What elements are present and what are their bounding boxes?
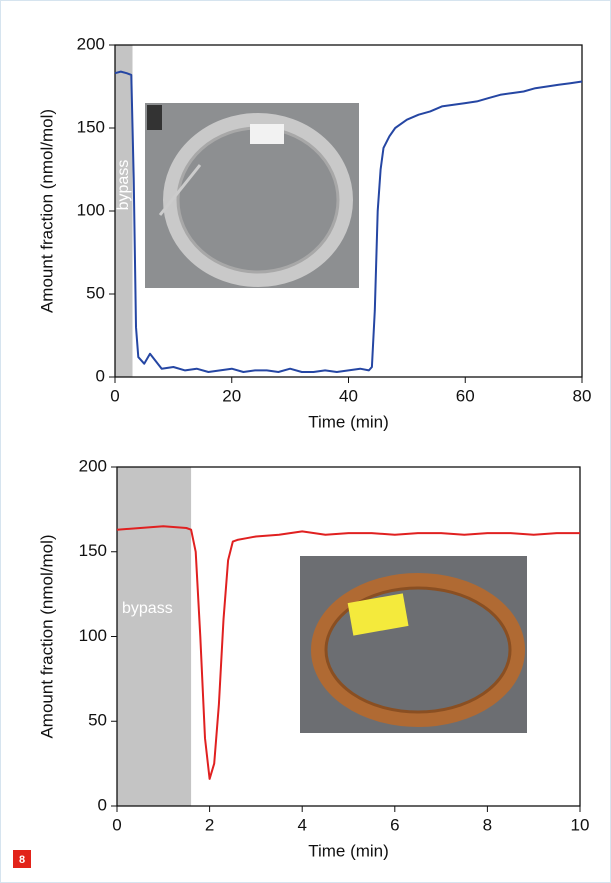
x-axis-label: Time (min) — [308, 841, 389, 860]
y-tick-label: 0 — [98, 795, 107, 814]
x-tick-label: 6 — [390, 815, 399, 834]
y-tick-label: 200 — [77, 34, 105, 53]
annotation-label: bypass — [122, 600, 173, 617]
photo-steel-coil — [145, 103, 359, 288]
x-tick-label: 0 — [112, 815, 121, 834]
x-tick-label: 2 — [205, 815, 214, 834]
bypass-region — [115, 45, 133, 377]
x-axis-label: Time (min) — [308, 412, 389, 431]
badge-label: 8 — [19, 854, 25, 866]
annotation-label: bypass — [115, 160, 132, 211]
y-axis-label: Amount fraction (nmol/mol) — [37, 109, 56, 313]
y-axis-label: Amount fraction (nmol/mol) — [37, 534, 56, 738]
bypass-region — [117, 467, 192, 806]
y-tick-label: 200 — [79, 456, 107, 475]
y-tick-label: 150 — [79, 541, 107, 560]
y-tick-label: 100 — [77, 200, 105, 219]
photo-copper-coil — [300, 556, 527, 733]
x-tick-label: 20 — [222, 386, 241, 405]
data-line — [114, 70, 583, 373]
x-tick-label: 0 — [110, 386, 119, 405]
y-tick-label: 50 — [88, 711, 107, 730]
y-tick-label: 100 — [79, 626, 107, 645]
y-tick-label: 0 — [96, 366, 105, 385]
y-tick-label: 50 — [86, 283, 105, 302]
x-tick-label: 8 — [483, 815, 492, 834]
data-line — [116, 525, 580, 780]
x-tick-label: 80 — [573, 386, 592, 405]
y-tick-label: 150 — [77, 117, 105, 136]
x-tick-label: 40 — [339, 386, 358, 405]
x-tick-label: 10 — [571, 815, 590, 834]
x-tick-label: 4 — [297, 815, 306, 834]
x-tick-label: 60 — [456, 386, 475, 405]
badge — [13, 850, 31, 868]
